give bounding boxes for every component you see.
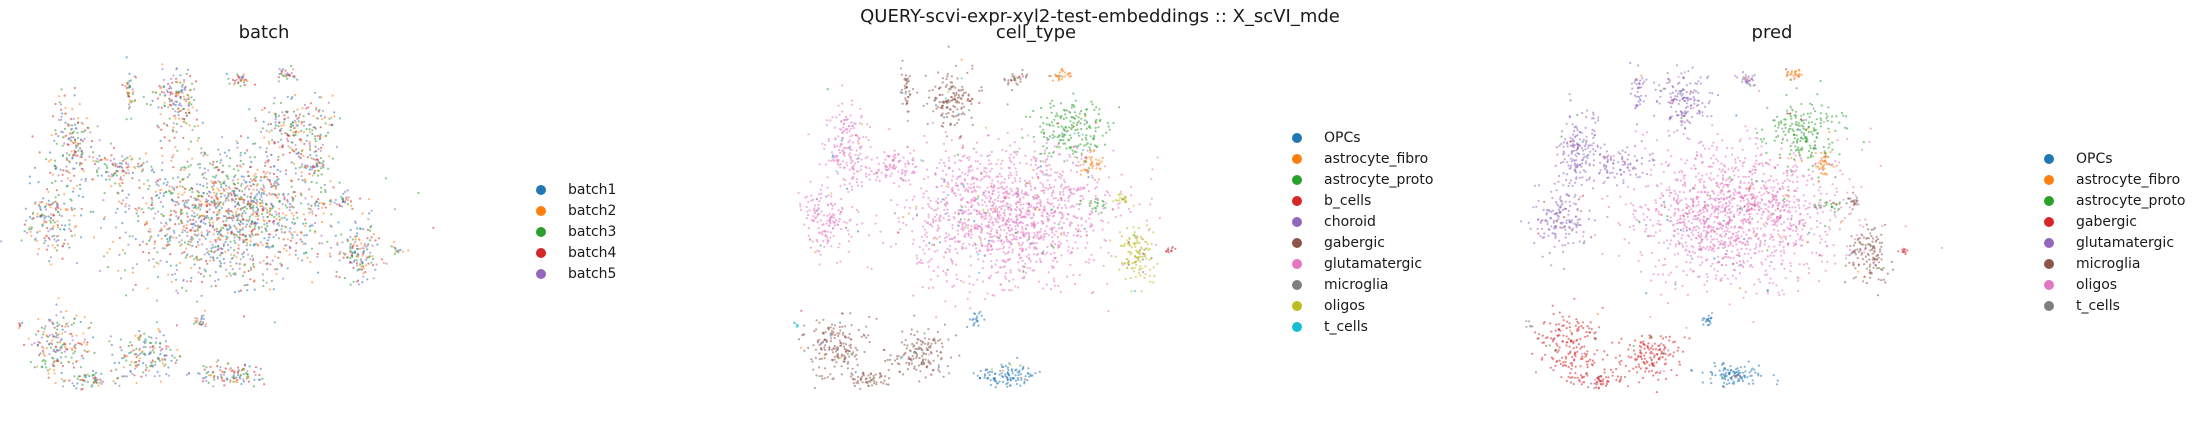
legend-item: batch2 — [536, 200, 616, 221]
legend-marker — [1292, 174, 1302, 185]
legend-marker — [536, 247, 546, 258]
legend-marker — [536, 205, 546, 216]
legend-label: OPCs — [2076, 150, 2113, 167]
legend-label: microglia — [1324, 276, 1389, 293]
legend-marker — [1292, 132, 1302, 143]
legend-marker — [1292, 279, 1302, 290]
legend-label: astrocyte_fibro — [2076, 171, 2181, 188]
legend-label: batch4 — [568, 244, 617, 261]
legend-marker — [1292, 153, 1302, 164]
legend-item: b_cells — [1292, 190, 1433, 211]
legend-marker — [2044, 258, 2054, 269]
legend-marker — [536, 268, 546, 279]
legend-label: choroid — [1324, 213, 1376, 230]
legend-label: astrocyte_fibro — [1324, 150, 1429, 167]
legend-label: gabergic — [2076, 213, 2137, 230]
legend-label: OPCs — [1324, 129, 1361, 146]
legend-label: gabergic — [1324, 234, 1385, 251]
figure-title: QUERY-scvi-expr-xyl2-test-embeddings :: … — [860, 6, 1340, 27]
legend-marker — [2044, 195, 2054, 206]
legend-marker — [2044, 300, 2054, 311]
legend-marker — [2044, 216, 2054, 227]
legend-batch: batch1 batch2 batch3 batch4 batch5 — [536, 179, 616, 284]
legend-label: batch2 — [568, 202, 617, 219]
scatter-series-group — [0, 56, 435, 391]
legend-label: astrocyte_proto — [2076, 192, 2186, 209]
legend-item: glutamatergic — [1292, 253, 1433, 274]
legend-item: choroid — [1292, 211, 1433, 232]
legend-marker — [2044, 174, 2054, 185]
legend-item: microglia — [2044, 253, 2185, 274]
legend-label: batch1 — [568, 181, 617, 198]
legend-marker — [1292, 195, 1302, 206]
legend-item: astrocyte_fibro — [2044, 169, 2185, 190]
legend-label: t_cells — [2076, 297, 2120, 314]
legend-item: astrocyte_proto — [2044, 190, 2185, 211]
legend-marker — [536, 184, 546, 195]
legend-label: microglia — [2076, 255, 2141, 272]
legend-item: oligos — [1292, 295, 1433, 316]
legend-marker — [2044, 237, 2054, 248]
legend-marker — [1292, 216, 1302, 227]
legend-item: oligos — [2044, 274, 2185, 295]
scatter-series-group — [1520, 61, 1943, 394]
legend-label: batch3 — [568, 223, 617, 240]
legend-item: microglia — [1292, 274, 1433, 295]
panel-title-pred: pred — [1751, 22, 1793, 43]
legend-item: batch5 — [536, 263, 616, 284]
legend-marker — [536, 226, 546, 237]
scatter-series-group — [793, 45, 1177, 390]
legend-item: gabergic — [2044, 211, 2185, 232]
legend-label: batch5 — [568, 265, 617, 282]
legend-item: astrocyte_proto — [1292, 169, 1433, 190]
legend-label: astrocyte_proto — [1324, 171, 1434, 188]
legend-label: glutamatergic — [1324, 255, 1423, 272]
legend-marker — [1292, 300, 1302, 311]
legend-item: batch3 — [536, 221, 616, 242]
legend-cell-type: OPCs astrocyte_fibro astrocyte_proto b_cell… — [1292, 127, 1433, 337]
panel-title-batch: batch — [238, 22, 290, 43]
legend-item: OPCs — [2044, 148, 2185, 169]
legend-marker — [1292, 321, 1302, 332]
legend-label: oligos — [2076, 276, 2118, 293]
legend-item: astrocyte_fibro — [1292, 148, 1433, 169]
legend-item: t_cells — [2044, 295, 2185, 316]
legend-marker — [2044, 153, 2054, 164]
legend-label: b_cells — [1324, 192, 1372, 209]
legend-label: glutamatergic — [2076, 234, 2175, 251]
legend-marker — [1292, 258, 1302, 269]
legend-item: batch1 — [536, 179, 616, 200]
legend-marker — [1292, 237, 1302, 248]
legend-item: batch4 — [536, 242, 616, 263]
legend-item: OPCs — [1292, 127, 1433, 148]
legend-item: gabergic — [1292, 232, 1433, 253]
legend-marker — [2044, 279, 2054, 290]
legend-item: glutamatergic — [2044, 232, 2185, 253]
panel-title-cell-type: cell_type — [995, 22, 1077, 43]
legend-item: t_cells — [1292, 316, 1433, 337]
legend-label: t_cells — [1324, 318, 1368, 335]
legend-label: oligos — [1324, 297, 1366, 314]
